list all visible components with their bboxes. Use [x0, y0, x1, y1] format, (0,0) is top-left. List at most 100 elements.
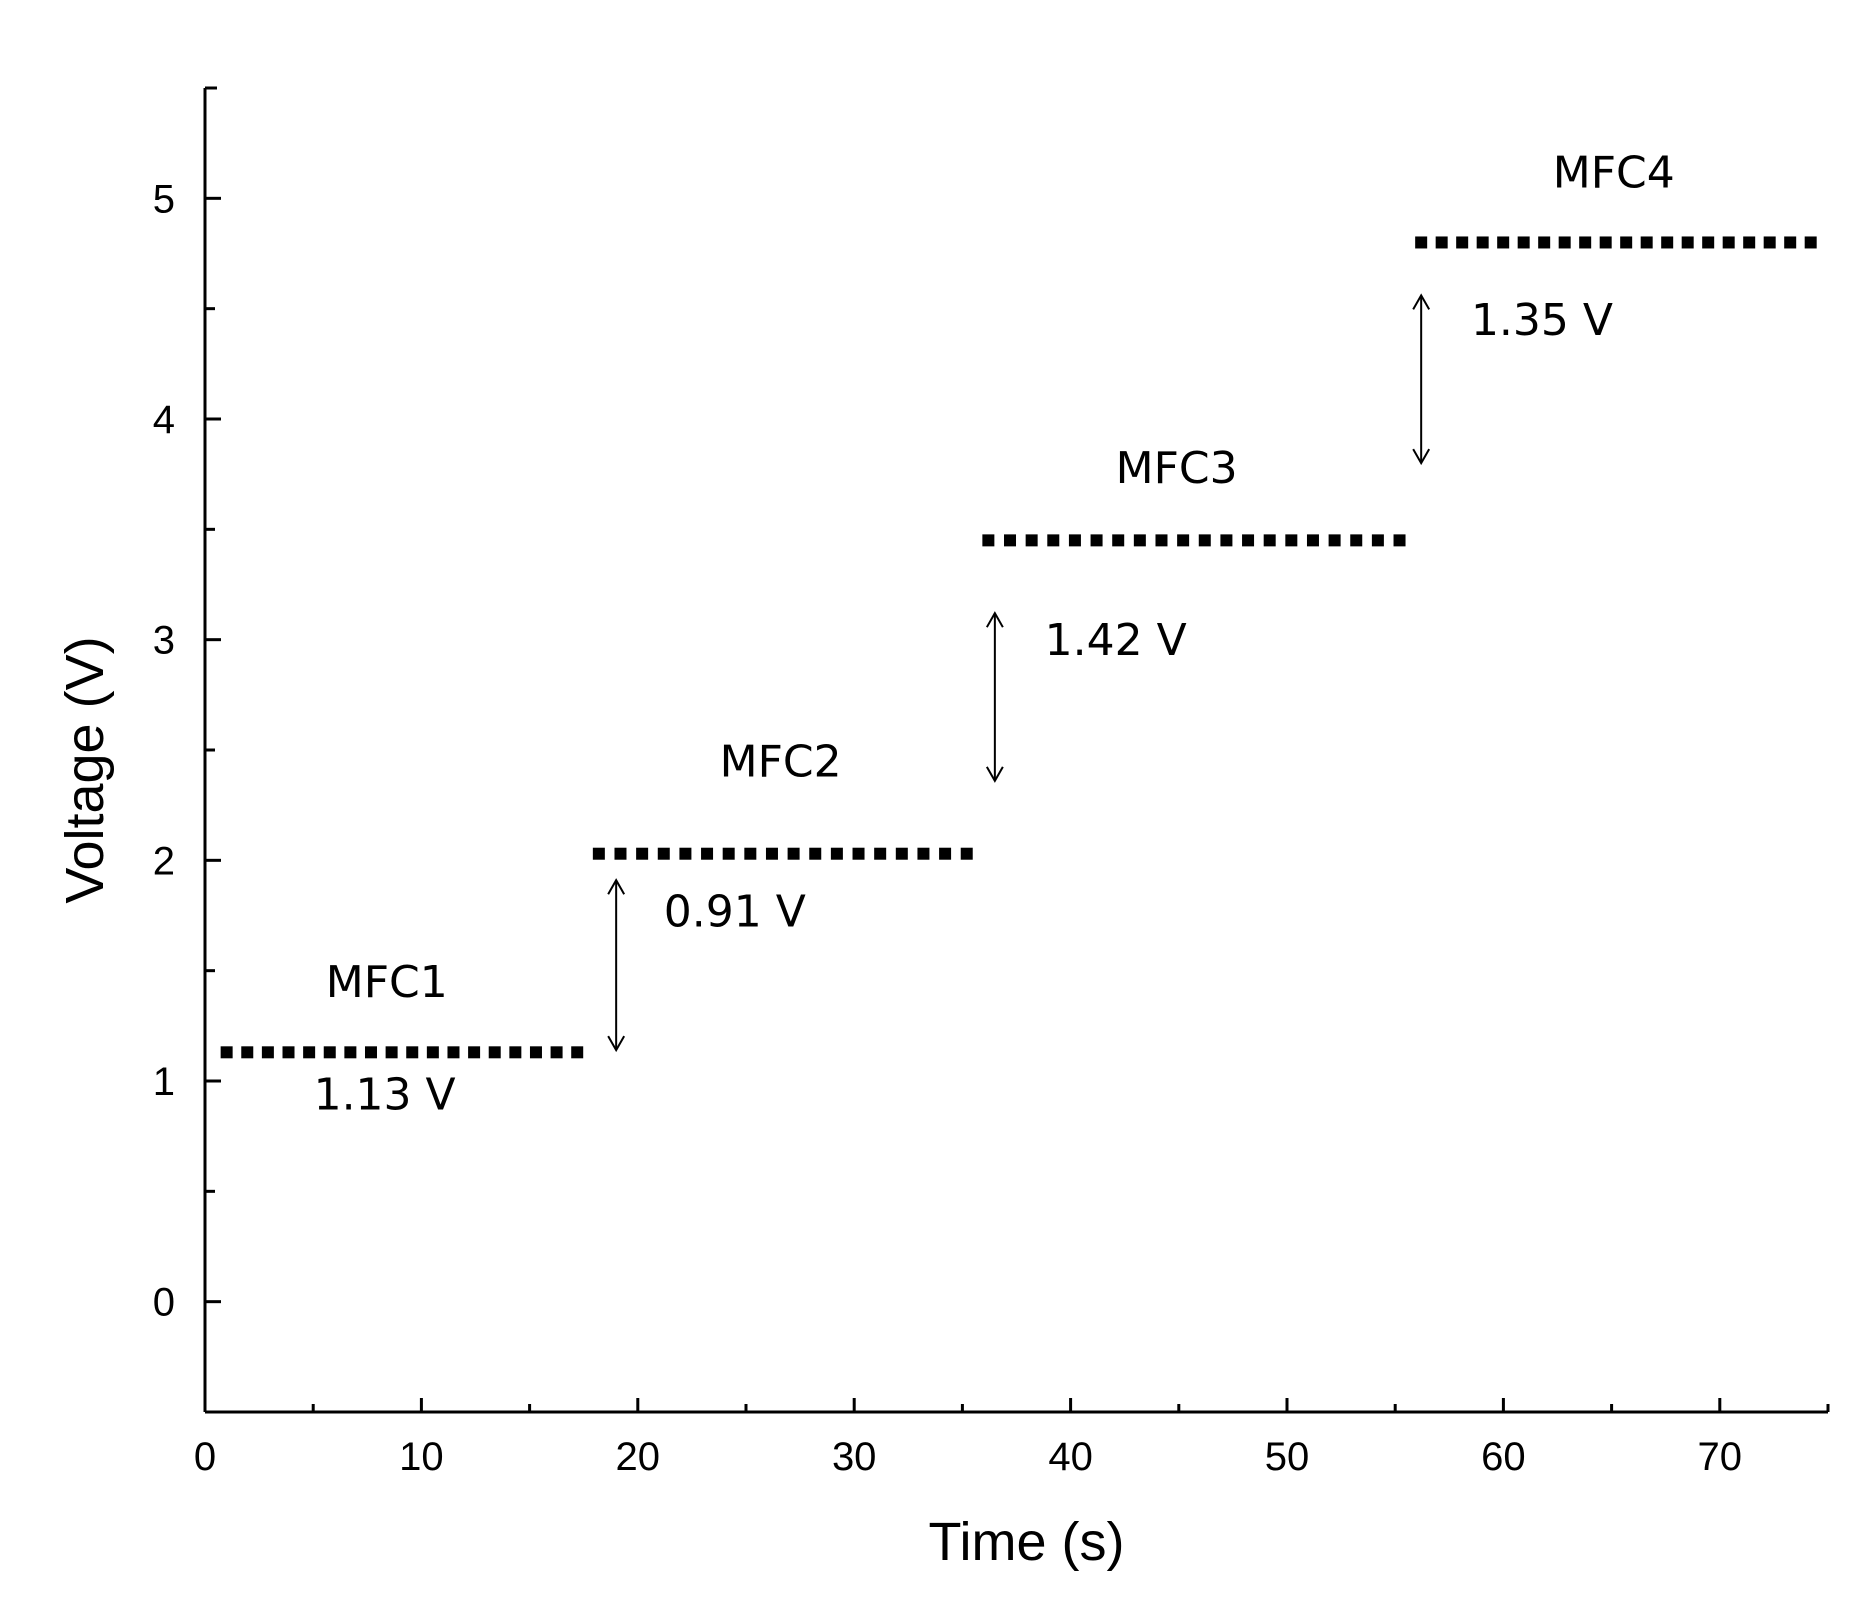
data-point — [657, 847, 670, 860]
data-point — [1177, 534, 1190, 547]
data-point — [1242, 534, 1255, 547]
annotation-label: MFC3 — [1116, 443, 1238, 494]
y-tick-label: 2 — [153, 839, 175, 883]
data-point — [1702, 236, 1715, 249]
y-tick-label: 3 — [153, 619, 175, 663]
data-point — [895, 847, 908, 860]
data-point — [1306, 534, 1319, 547]
data-point — [241, 1046, 254, 1059]
x-tick-label: 20 — [616, 1435, 661, 1479]
arrow-head-up — [985, 611, 1004, 628]
data-point — [830, 847, 843, 860]
data-point — [1804, 236, 1817, 249]
data-point — [1784, 236, 1797, 249]
series-mfc2 — [592, 847, 973, 860]
arrow-head-up — [1412, 293, 1431, 310]
data-point — [1456, 236, 1469, 249]
data-point — [509, 1046, 522, 1059]
y-tick-label: 1 — [153, 1060, 175, 1104]
data-point — [1328, 534, 1341, 547]
axes: 0 10 20 30 40 50 60 70 0 1 2 3 4 5 — [153, 86, 1830, 1479]
data-point — [220, 1046, 233, 1059]
data-point — [529, 1046, 542, 1059]
data-point — [447, 1046, 460, 1059]
y-tick-label: 5 — [153, 177, 175, 221]
x-tick-label: 70 — [1698, 1435, 1743, 1479]
data-point — [1517, 236, 1530, 249]
data-point — [550, 1046, 563, 1059]
data-point — [765, 847, 778, 860]
data-point — [960, 847, 973, 860]
x-tick-label: 60 — [1481, 1435, 1526, 1479]
annotation-label: MFC2 — [720, 736, 842, 787]
x-axis-title: Time (s) — [929, 1512, 1125, 1572]
data-point — [1620, 236, 1633, 249]
gap-arrow: 1.35 V — [1412, 293, 1613, 466]
data-point — [1579, 236, 1592, 249]
data-point — [1350, 534, 1363, 547]
data-point — [1133, 534, 1146, 547]
data-point — [344, 1046, 357, 1059]
data-point — [1661, 236, 1674, 249]
x-tick-label: 50 — [1265, 1435, 1310, 1479]
data-point — [303, 1046, 316, 1059]
data-point — [364, 1046, 377, 1059]
x-tick-label: 30 — [832, 1435, 877, 1479]
data-point — [787, 847, 800, 860]
gap-label: 1.42 V — [1045, 615, 1187, 666]
arrow-head-down — [985, 766, 1004, 783]
data-point — [939, 847, 952, 860]
series-layer — [220, 236, 1817, 1059]
data-point — [1263, 534, 1276, 547]
annotation-label: MFC1 — [326, 957, 448, 1008]
data-point — [679, 847, 692, 860]
data-point — [1640, 236, 1653, 249]
gap-label: 0.91 V — [664, 887, 806, 938]
data-point — [1599, 236, 1612, 249]
data-point — [1393, 534, 1406, 547]
data-point — [1198, 534, 1211, 547]
y-tick-label: 0 — [153, 1281, 175, 1325]
data-point — [323, 1046, 336, 1059]
data-point — [1090, 534, 1103, 547]
data-point — [614, 847, 627, 860]
x-tick-label: 0 — [194, 1435, 216, 1479]
annotation-label: MFC4 — [1553, 147, 1675, 198]
gap-arrow: 0.91 V — [607, 878, 806, 1053]
data-point — [1435, 236, 1448, 249]
x-tick-label: 10 — [399, 1435, 444, 1479]
data-point — [592, 847, 605, 860]
data-point — [1763, 236, 1776, 249]
data-point — [1538, 236, 1551, 249]
data-point — [1025, 534, 1038, 547]
annotation-layer: MFC1 MFC2 MFC3 MFC4 1.13 V 0.91 V 1.42 V 1.35 V — [314, 147, 1675, 1120]
y-tick-label: 4 — [153, 398, 175, 442]
data-point — [1285, 534, 1298, 547]
series-mfc4 — [1415, 236, 1817, 249]
data-point — [1722, 236, 1735, 249]
data-point — [571, 1046, 584, 1059]
series-mfc3 — [982, 534, 1406, 547]
data-point — [1112, 534, 1125, 547]
data-point — [1220, 534, 1233, 547]
y-axis-title: Voltage (V) — [55, 636, 115, 903]
gap-arrow: 1.42 V — [985, 611, 1187, 783]
arrow-head-down — [1412, 448, 1431, 466]
data-point — [636, 847, 649, 860]
data-point — [1743, 236, 1756, 249]
data-point — [1371, 534, 1384, 547]
data-point — [1047, 534, 1060, 547]
data-point — [406, 1046, 419, 1059]
data-point — [874, 847, 887, 860]
data-point — [1155, 534, 1168, 547]
data-point — [722, 847, 735, 860]
data-point — [468, 1046, 481, 1059]
data-point — [809, 847, 822, 860]
gap-label: 1.35 V — [1471, 295, 1613, 346]
data-point — [261, 1046, 274, 1059]
data-point — [282, 1046, 295, 1059]
data-point — [982, 534, 995, 547]
data-point — [852, 847, 865, 860]
data-point — [1497, 236, 1510, 249]
